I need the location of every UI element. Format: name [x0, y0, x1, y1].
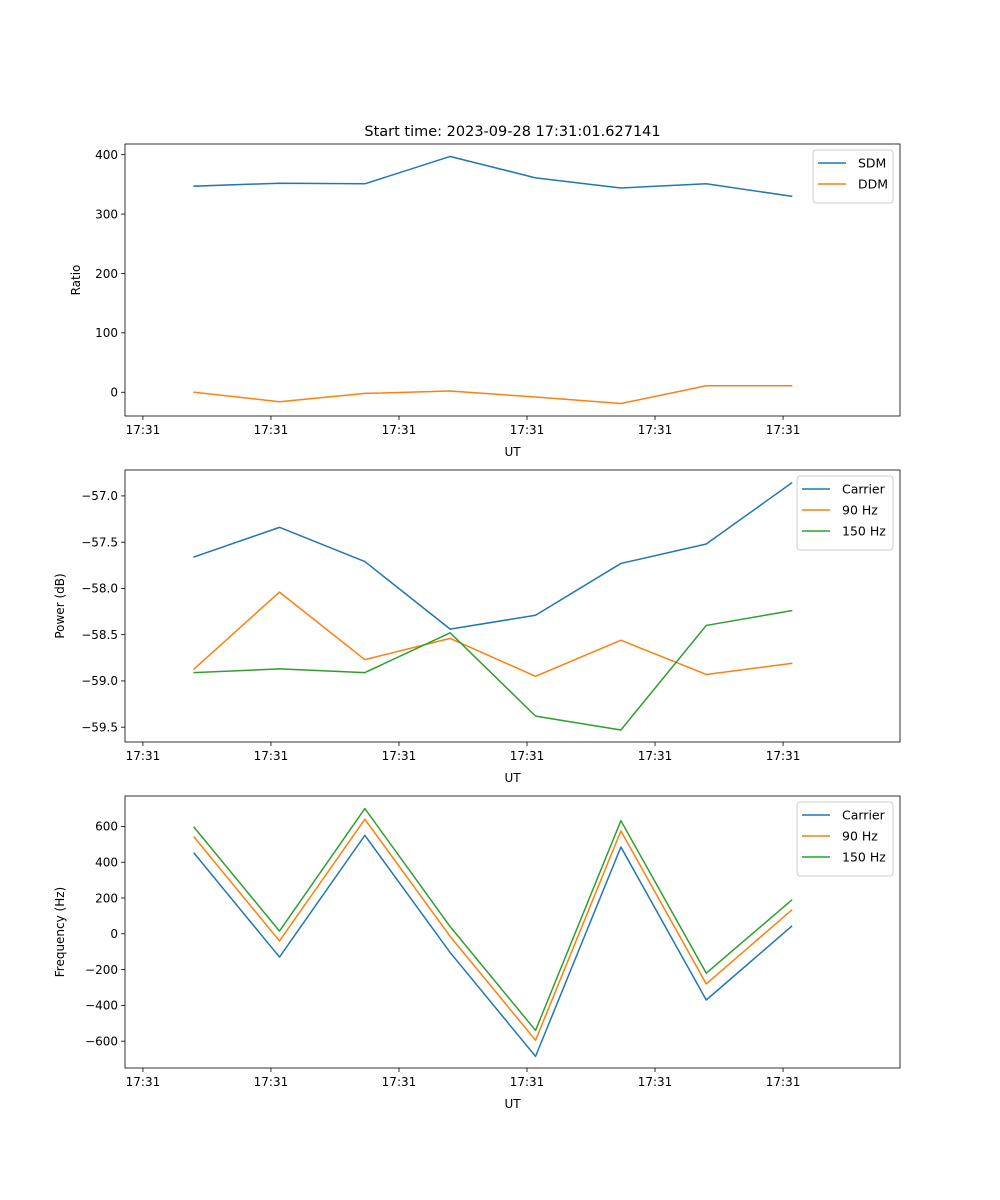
x-tick-label: 17:31	[638, 423, 673, 437]
x-tick-label: 17:31	[254, 749, 289, 763]
x-tick-label: 17:31	[126, 749, 161, 763]
y-tick-label: 300	[95, 207, 118, 221]
y-tick-label: 0	[110, 386, 118, 400]
y-tick-label: 200	[95, 267, 118, 281]
legend-label: 90 Hz	[842, 503, 878, 518]
x-tick-label: 17:31	[126, 423, 161, 437]
y-axis-label: Power (dB)	[53, 573, 67, 638]
legend-label: Carrier	[842, 808, 886, 823]
y-tick-label: −59.5	[81, 720, 118, 734]
series-line-90-hz	[193, 591, 793, 678]
x-tick-label: 17:31	[510, 1075, 545, 1089]
legend-label: 150 Hz	[842, 850, 886, 865]
axes-frame	[124, 469, 901, 743]
x-tick-label: 17:31	[766, 1075, 801, 1089]
x-tick-label: 17:31	[382, 749, 417, 763]
axes-frame	[124, 795, 901, 1069]
series-line-ddm	[193, 384, 793, 405]
y-tick-label: −57.5	[81, 535, 118, 549]
x-tick-label: 17:31	[638, 749, 673, 763]
series-line-150-hz	[193, 609, 793, 731]
y-tick-label: −57.0	[81, 489, 118, 503]
x-axis-label: UT	[504, 1097, 521, 1111]
x-tick-label: 17:31	[638, 1075, 673, 1089]
y-axis-label: Ratio	[69, 265, 83, 296]
series-line-carrier	[193, 481, 793, 630]
x-axis-label: UT	[504, 771, 521, 785]
x-tick-label: 17:31	[766, 423, 801, 437]
y-tick-label: −58.0	[81, 582, 118, 596]
y-axis-label: Frequency (Hz)	[53, 887, 67, 978]
x-axis-label: UT	[504, 445, 521, 459]
legend-label: SDM	[858, 156, 886, 171]
subplot-2: 17:31 17:31 17:31 17:31 17:31 17:31 −59.5 −59.0…	[53, 469, 901, 785]
y-tick-label: −200	[85, 963, 118, 977]
legend: Carrier 90 Hz 150 Hz	[796, 475, 894, 551]
figure-title: Start time: 2023-09-28 17:31:01.627141	[364, 124, 660, 140]
series-line-carrier	[193, 834, 793, 1058]
legend-label: 90 Hz	[842, 829, 878, 844]
y-tick-label: −400	[85, 999, 118, 1013]
subplot-3: 17:31 17:31 17:31 17:31 17:31 17:31 −600 −400 −2…	[53, 795, 901, 1111]
legend: Carrier 90 Hz 150 Hz	[796, 801, 894, 877]
x-tick-label: 17:31	[382, 1075, 417, 1089]
y-tick-label: −600	[85, 1034, 118, 1048]
x-tick-label: 17:31	[382, 423, 417, 437]
series-line-sdm	[193, 155, 793, 198]
y-tick-label: 400	[95, 148, 118, 162]
subplot-1: 17:31 17:31 17:31 17:31 17:31 17:31 0 100 200 300…	[69, 143, 901, 459]
y-tick-label: 400	[95, 856, 118, 870]
y-tick-label: 0	[110, 927, 118, 941]
x-tick-label: 17:31	[126, 1075, 161, 1089]
x-tick-label: 17:31	[510, 749, 545, 763]
y-tick-label: −59.0	[81, 674, 118, 688]
y-tick-label: 200	[95, 891, 118, 905]
plots-container: 17:31 17:31 17:31 17:31 17:31 17:31 0 100 200 300…	[53, 143, 901, 1111]
y-tick-label: −58.5	[81, 628, 118, 642]
x-tick-label: 17:31	[254, 423, 289, 437]
series-line-90-hz	[193, 818, 793, 1042]
legend-label: 150 Hz	[842, 524, 886, 539]
legend-label: Carrier	[842, 482, 886, 497]
series-line-150-hz	[193, 807, 793, 1032]
y-tick-label: 600	[95, 820, 118, 834]
legend: SDM DDM	[812, 149, 894, 204]
axes-frame	[124, 143, 901, 417]
x-tick-label: 17:31	[766, 749, 801, 763]
legend-label: DDM	[858, 177, 888, 192]
x-tick-label: 17:31	[254, 1075, 289, 1089]
y-tick-label: 100	[95, 326, 118, 340]
x-tick-label: 17:31	[510, 423, 545, 437]
